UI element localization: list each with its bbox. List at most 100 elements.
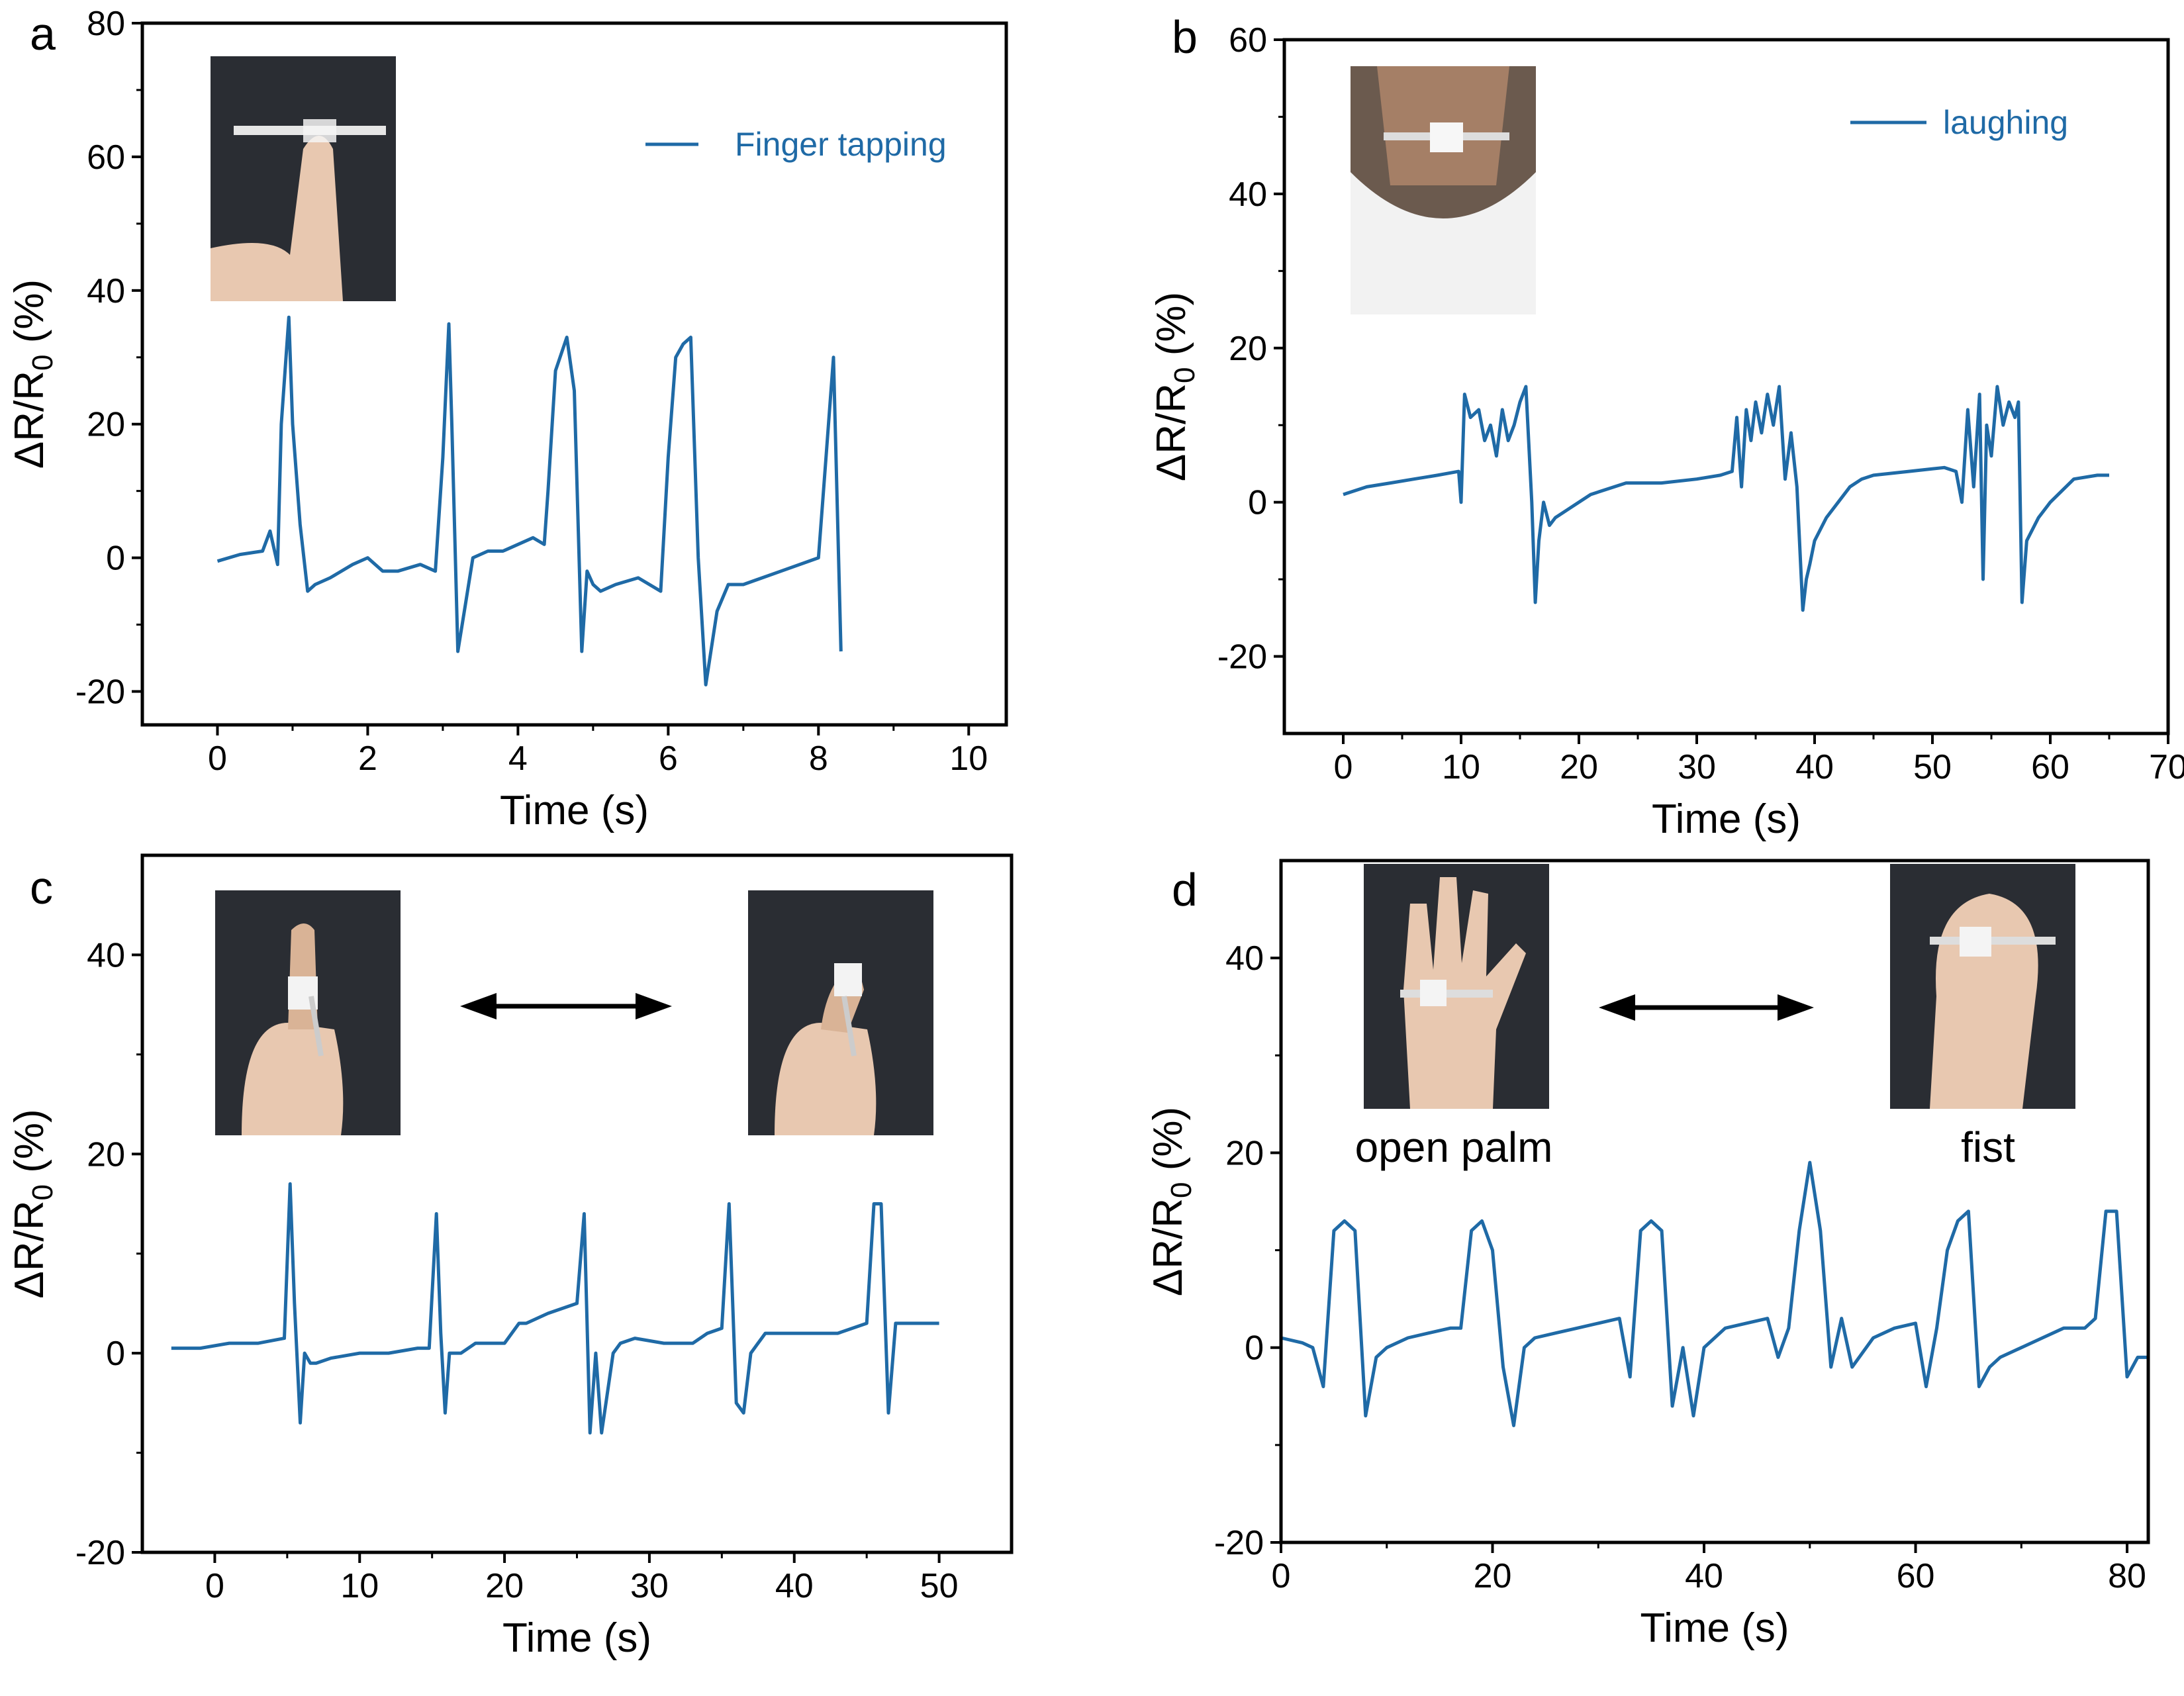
x-tick-label: 30 — [630, 1567, 669, 1605]
x-tick-label: 60 — [1897, 1557, 1935, 1595]
y-axis-label: ΔR/R0 (%) — [1149, 292, 1201, 481]
legend-label: laughing — [1943, 104, 2068, 141]
x-tick-label: 70 — [2149, 748, 2184, 786]
photo-caption: fist — [1961, 1123, 2015, 1171]
panel-letter: c — [30, 862, 53, 914]
y-tick-label: 80 — [87, 5, 125, 43]
sensor-tape — [1430, 122, 1463, 152]
shirt-shape — [1351, 172, 1536, 314]
x-tick-label: 0 — [208, 739, 227, 778]
x-axis-label: Time (s) — [1640, 1605, 1789, 1651]
x-tick-label: 10 — [949, 739, 988, 778]
arrow-head-left — [1599, 994, 1635, 1021]
sensor-tape — [1960, 927, 1991, 957]
x-axis-label: Time (s) — [502, 1615, 651, 1661]
y-tick-label: 0 — [106, 1335, 125, 1373]
sensor-tape — [834, 963, 862, 996]
series-line — [216, 315, 843, 686]
y-label-subscript: 0 — [1168, 367, 1201, 383]
x-tick-label: 4 — [508, 739, 528, 778]
y-tick-label: -20 — [75, 673, 125, 712]
arrow-head-right — [1778, 994, 1814, 1021]
y-tick-label: 0 — [1245, 1329, 1264, 1368]
x-tick-label: 8 — [809, 739, 828, 778]
fist-photo — [1890, 864, 2075, 1109]
y-label-unit: (%) — [1149, 292, 1194, 367]
y-tick-label: 0 — [106, 540, 125, 578]
legend: laughing — [1850, 104, 2068, 141]
x-tick-label: 30 — [1678, 748, 1716, 786]
x-tick-label: 50 — [1913, 748, 1952, 786]
photo-caption: open palm — [1355, 1123, 1553, 1171]
x-tick-label: 20 — [1474, 1557, 1512, 1595]
x-tick-label: 50 — [920, 1567, 959, 1605]
y-axis-label: ΔR/R0 (%) — [7, 1109, 59, 1298]
y-label-main: ΔR/R — [1145, 1198, 1191, 1296]
finger-bent-photo — [748, 890, 933, 1135]
plot-frame — [140, 21, 1008, 727]
y-tick-label: 40 — [1229, 175, 1267, 214]
y-label-subscript: 0 — [26, 1184, 59, 1200]
plot-frame — [1279, 859, 2150, 1544]
y-label-main: ΔR/R — [7, 371, 52, 469]
y-tick-label: 40 — [87, 272, 125, 310]
y-tick-label: 0 — [1248, 484, 1267, 522]
x-tick-label: 0 — [205, 1567, 224, 1605]
open-palm-photo — [1364, 864, 1549, 1109]
x-tick-label: 20 — [485, 1567, 524, 1605]
y-label-unit: (%) — [7, 279, 52, 355]
y-label-unit: (%) — [1145, 1107, 1191, 1182]
panel-b: b 0 10 20 30 40 50 60 70 -20 0 20 40 60 Time (s) ΔR/R0 … — [1149, 11, 2184, 842]
legend: Finger tapping — [645, 126, 947, 163]
panel-letter: b — [1172, 11, 1198, 63]
x-tick-label: 10 — [340, 1567, 379, 1605]
double-arrow — [460, 993, 672, 1019]
x-tick-label: 80 — [2108, 1557, 2146, 1595]
arrow-head-left — [460, 993, 497, 1019]
y-tick-label: 20 — [87, 406, 125, 444]
x-tick-label: 2 — [358, 739, 377, 778]
neck-sensor-photo — [1351, 66, 1536, 314]
panel-letter: d — [1172, 864, 1198, 916]
y-label-subscript: 0 — [26, 354, 59, 370]
x-tick-label: 6 — [659, 739, 678, 778]
x-tick-label: 40 — [775, 1567, 814, 1605]
x-axis-label: Time (s) — [500, 788, 649, 833]
y-label-main: ΔR/R — [7, 1200, 52, 1298]
y-label-subscript: 0 — [1165, 1182, 1198, 1198]
y-tick-label: 60 — [1229, 21, 1267, 60]
y-tick-label: -20 — [1217, 638, 1267, 677]
y-tick-label: 20 — [87, 1135, 125, 1174]
y-tick-label: 20 — [1229, 330, 1267, 368]
y-tick-label: -20 — [75, 1534, 125, 1572]
hand-shape — [211, 136, 343, 301]
finger-straight-photo — [215, 890, 401, 1135]
double-arrow — [1599, 994, 1814, 1021]
series-line — [171, 1182, 939, 1435]
x-tick-label: 20 — [1560, 748, 1598, 786]
x-tick-label: 60 — [2031, 748, 2069, 786]
sensor-tape — [303, 119, 336, 142]
sensor-strip — [841, 996, 857, 1057]
y-label-unit: (%) — [7, 1109, 52, 1184]
y-axis-label: ΔR/R0 (%) — [1145, 1107, 1198, 1296]
x-tick-label: 40 — [1795, 748, 1834, 786]
x-tick-label: 40 — [1685, 1557, 1723, 1595]
arrow-head-right — [636, 993, 672, 1019]
y-tick-label: 40 — [1225, 939, 1264, 978]
series-line — [1280, 1160, 2148, 1427]
panel-letter: a — [30, 8, 56, 60]
sensor-strip — [1930, 937, 2056, 945]
y-label-main: ΔR/R — [1149, 383, 1194, 481]
y-tick-label: 20 — [1225, 1134, 1264, 1172]
sensor-strip — [309, 996, 324, 1057]
y-tick-label: 60 — [87, 138, 125, 177]
sensor-tape — [1420, 980, 1447, 1006]
series-line — [1343, 385, 2109, 612]
legend-label: Finger tapping — [735, 126, 947, 163]
y-axis-label: ΔR/R0 (%) — [7, 279, 59, 469]
finger-tapping-photo — [211, 56, 396, 301]
